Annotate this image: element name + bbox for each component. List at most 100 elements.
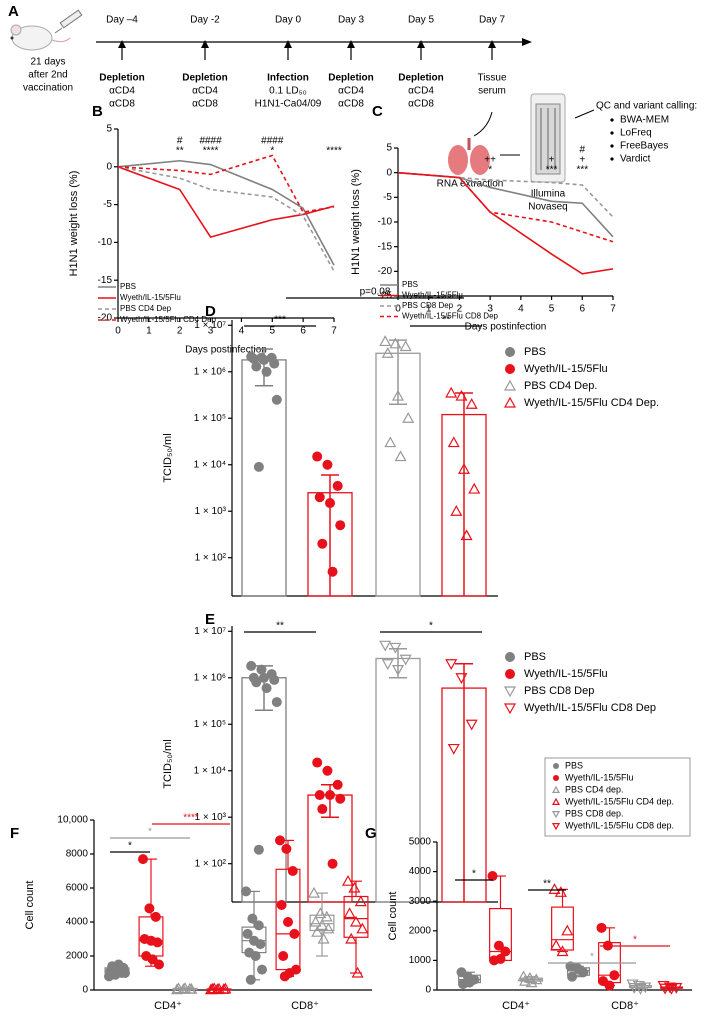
qc-tool: BWA-MEM	[620, 115, 669, 126]
data-point	[634, 983, 647, 995]
data-point	[493, 940, 504, 951]
data-point	[335, 520, 346, 531]
series-line	[397, 171, 614, 243]
data-point	[269, 358, 280, 369]
legend-label: Wyeth/IL-15/5Flu CD4 Dep.	[524, 397, 659, 409]
legend-label: Wyeth/IL-15/5Flu CD4 dep.	[565, 796, 674, 806]
series-line	[117, 166, 335, 272]
significance-label: p=0.08	[360, 287, 391, 298]
data-point	[314, 492, 325, 503]
data-point	[609, 970, 620, 981]
y-tick-label: 4000	[66, 917, 89, 928]
panel-label: E	[205, 611, 215, 628]
bullet	[610, 131, 614, 135]
data-point	[455, 673, 468, 685]
event-line: serum	[478, 86, 506, 97]
data-point	[309, 915, 322, 927]
data-point	[322, 765, 333, 776]
data-point	[525, 976, 538, 988]
legend-label: PBS CD4 Dep	[120, 304, 172, 313]
legend-swatch	[503, 396, 517, 408]
data-point	[287, 866, 298, 876]
data-point	[379, 640, 392, 652]
data-point	[663, 982, 676, 994]
data-point	[152, 937, 163, 948]
arrow-head	[488, 40, 496, 48]
data-point	[351, 966, 364, 978]
data-point	[343, 907, 356, 919]
y-tick-label: -10	[98, 237, 113, 248]
legend-label: Wyeth/IL-15/5Flu CD8 dep.	[565, 820, 674, 830]
data-point	[487, 871, 498, 882]
data-point	[530, 973, 543, 985]
legend-swatch	[551, 822, 561, 831]
x-axis-label: Days postinfection	[465, 322, 547, 333]
panel-label: F	[10, 825, 19, 842]
qc-tool: Vardict	[620, 154, 651, 165]
x-tick-label: 7	[610, 304, 616, 315]
data-point	[399, 654, 412, 666]
data-point	[315, 919, 329, 931]
data-point	[257, 964, 267, 975]
box	[551, 906, 574, 951]
data-point	[278, 951, 289, 961]
series-line	[397, 171, 614, 218]
data-point	[554, 886, 567, 897]
y-tick-label: -15	[98, 275, 113, 286]
rna-label: RNA extraction	[437, 179, 504, 190]
y-tick-label: -15	[378, 241, 393, 252]
data-point	[320, 910, 333, 922]
x-tick-label: CD4⁺	[154, 1000, 182, 1012]
event-heading: Depletion	[328, 73, 374, 84]
x-tick-label: 4	[239, 326, 245, 337]
data-point	[314, 790, 325, 801]
legend-label: Wyeth/IL-15/5Flu	[120, 293, 181, 302]
significance-label: ++	[484, 155, 496, 166]
x-tick-label: 7	[331, 326, 337, 337]
y-axis-label: Cell count	[387, 892, 399, 941]
x-tick-label: 2	[457, 304, 463, 315]
legend-label: Wyeth/IL-15/5Flu CD4 Dep	[120, 315, 217, 324]
legend-swatch	[503, 686, 517, 698]
data-point	[281, 843, 292, 854]
legend-swatch	[551, 785, 561, 794]
arrow-head	[284, 40, 292, 48]
day-label: Day -2	[190, 15, 220, 26]
legend-label: Wyeth/IL-15/5Flu	[524, 668, 608, 680]
legend-label: Wyeth/IL-15/5Flu	[524, 363, 608, 375]
x-tick-label: 1	[146, 326, 152, 337]
data-point	[447, 743, 460, 755]
data-point	[550, 939, 563, 951]
data-point	[261, 366, 272, 377]
event-line: 0.1 LD₅₀	[269, 86, 307, 97]
legend-label: Wyeth/IL-15/5Flu	[565, 772, 633, 782]
data-point	[289, 928, 300, 939]
data-point	[399, 340, 412, 352]
day-label: Day 7	[479, 15, 506, 26]
data-point	[523, 971, 536, 983]
legend-label: PBS	[120, 282, 136, 291]
qc-tool: FreeBayes	[620, 141, 668, 152]
panel-label: B	[92, 103, 103, 120]
event-line: Tissue	[477, 73, 507, 84]
data-point	[556, 945, 569, 957]
significance-label: #	[580, 145, 586, 156]
data-point	[185, 982, 198, 994]
event-heading: Infection	[267, 73, 309, 84]
day-label: Day 5	[408, 15, 435, 26]
x-tick-label: 0	[395, 304, 401, 315]
x-tick-label: 2	[177, 326, 183, 337]
data-point	[208, 982, 221, 994]
data-point	[567, 971, 578, 982]
data-point	[120, 968, 130, 978]
x-tick-label: CD8⁺	[611, 1000, 639, 1012]
y-tick-label: 0	[425, 985, 431, 996]
significance-label: ****	[326, 146, 342, 157]
bullet	[610, 157, 614, 161]
y-axis-label: H1N1 weight loss (%)	[350, 169, 362, 275]
data-point	[628, 983, 641, 994]
legend-label: PBS	[524, 651, 546, 663]
significance-label: ****	[183, 813, 199, 824]
significance-label: ****	[203, 146, 219, 157]
y-tick-label: 1 × 10⁶	[194, 366, 226, 377]
